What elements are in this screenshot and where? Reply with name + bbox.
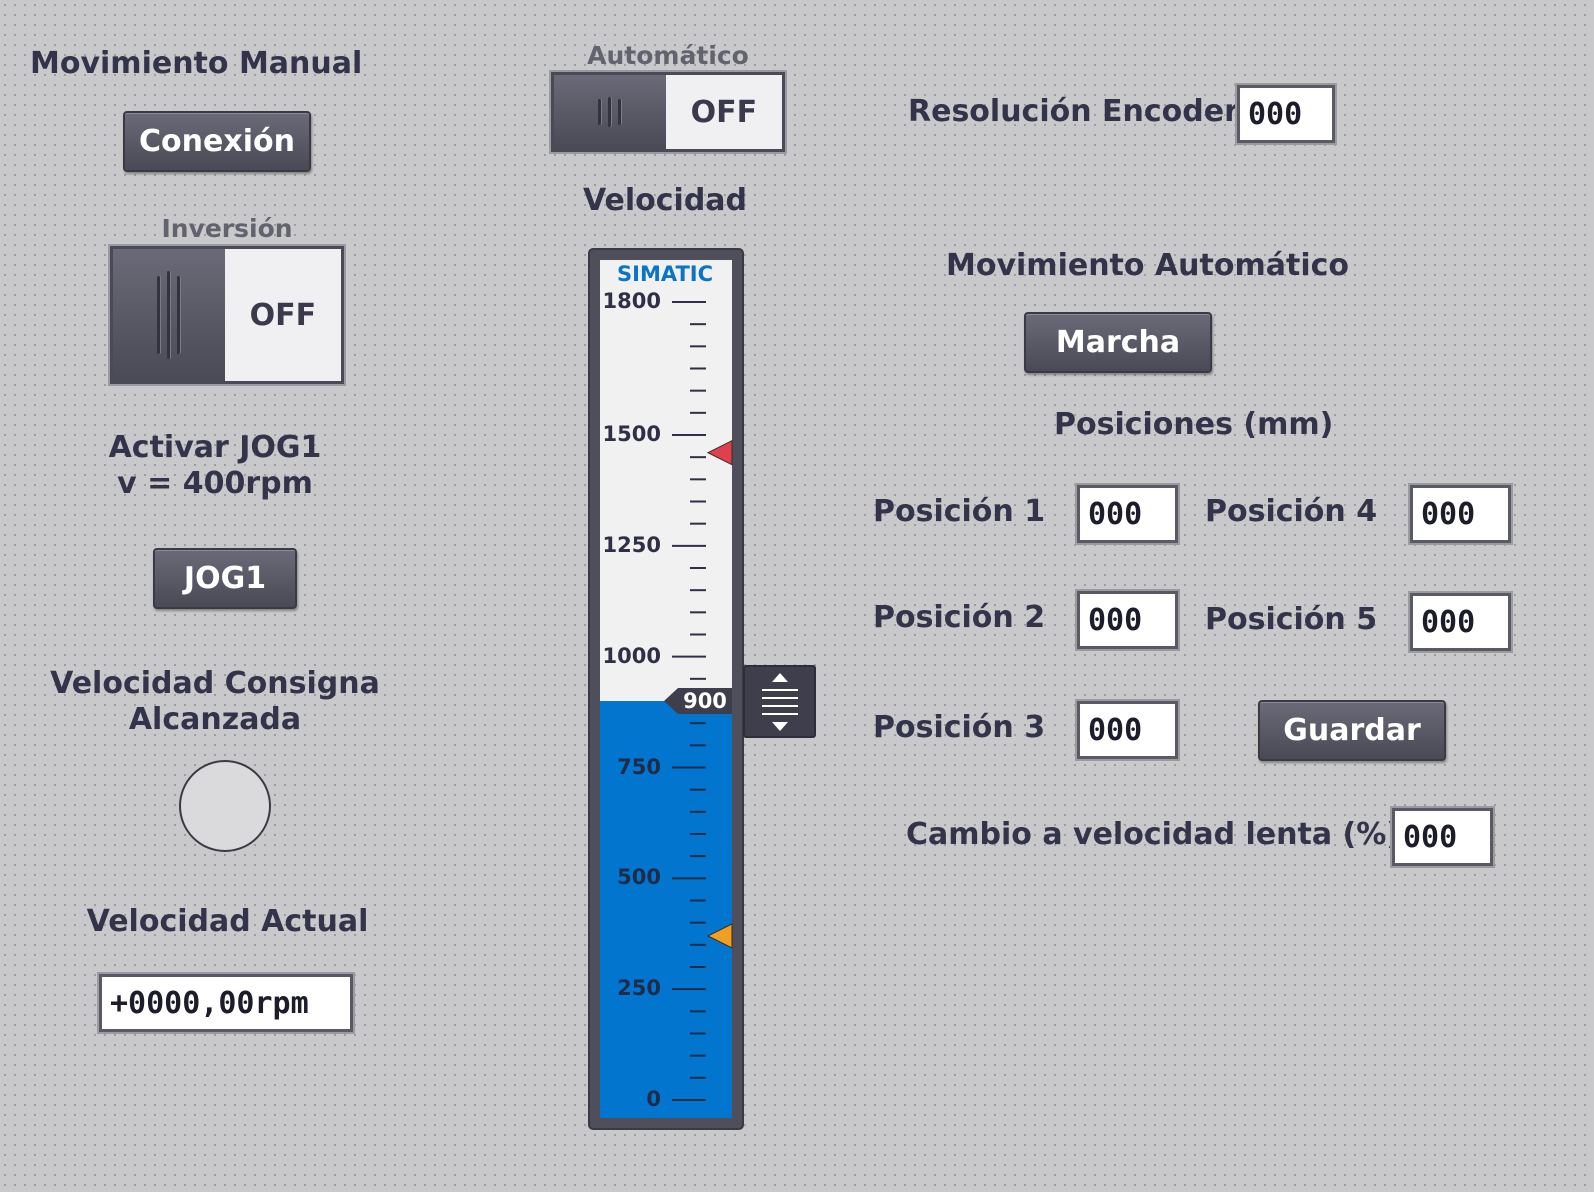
auto-switch[interactable]: OFF — [551, 72, 785, 152]
gauge-tick-label: 250 — [617, 976, 661, 1001]
position-5-label: Posición 5 — [1205, 602, 1378, 637]
position-3-field[interactable]: 000 — [1077, 701, 1178, 759]
position-2-field[interactable]: 000 — [1077, 591, 1178, 649]
jog-label-line2: v = 400rpm — [117, 466, 313, 501]
manual-title: Movimiento Manual — [30, 46, 363, 81]
encoder-label: Resolución Encoder — [908, 94, 1239, 129]
inversion-label: Inversión — [161, 214, 293, 243]
auto-switch-knob[interactable] — [554, 75, 666, 149]
gauge-tick-label: 1000 — [602, 643, 661, 668]
reached-label-line2: Alcanzada — [128, 702, 302, 737]
reached-label: Velocidad Consigna Alcanzada — [40, 666, 390, 738]
gauge-tick-label: 500 — [617, 865, 661, 890]
inversion-switch-knob[interactable] — [113, 249, 225, 381]
speed-reached-indicator — [179, 760, 271, 852]
jog-label: Activar JOG1 v = 400rpm — [60, 430, 370, 502]
inversion-switch-state: OFF — [249, 297, 317, 333]
position-2-label: Posición 2 — [873, 600, 1046, 635]
inversion-switch[interactable]: OFF — [110, 246, 344, 384]
actual-speed-label: Velocidad Actual — [86, 904, 369, 939]
auto-switch-state: OFF — [690, 94, 758, 130]
encoder-field[interactable]: 000 — [1237, 85, 1335, 143]
auto-title: Movimiento Automático — [946, 248, 1349, 283]
stepper-arrows-icon — [762, 673, 798, 731]
position-4-field[interactable]: 000 — [1410, 485, 1511, 543]
gauge-low-limit-marker — [706, 923, 733, 949]
jog1-button[interactable]: JOG1 — [153, 548, 297, 609]
position-1-field[interactable]: 000 — [1077, 485, 1178, 543]
run-button[interactable]: Marcha — [1024, 312, 1212, 373]
simatic-brand: SIMATIC — [617, 262, 714, 286]
gauge-value-label: 900 — [678, 688, 732, 714]
gauge-tick-label: 1500 — [602, 422, 661, 446]
save-button[interactable]: Guardar — [1258, 700, 1446, 761]
jog-label-line1: Activar JOG1 — [108, 430, 322, 465]
position-1-label: Posición 1 — [873, 494, 1046, 529]
gauge-tick-label: 750 — [617, 754, 661, 779]
gauge-high-limit-marker — [706, 439, 733, 466]
auto-label: Automático — [587, 41, 749, 70]
position-5-field[interactable]: 000 — [1410, 593, 1511, 651]
gauge-tick-label: 1800 — [602, 289, 661, 313]
gauge-tick-label: 0 — [646, 1087, 661, 1111]
position-3-label: Posición 3 — [873, 710, 1046, 745]
reached-label-line1: Velocidad Consigna — [50, 666, 380, 701]
actual-speed-field: +0000,00rpm — [99, 974, 353, 1032]
slow-speed-field[interactable]: 000 — [1392, 808, 1493, 866]
slow-speed-label: Cambio a velocidad lenta (%) — [906, 817, 1401, 852]
gauge-value-pointer — [664, 688, 678, 714]
speed-title: Velocidad — [582, 183, 748, 218]
gauge-tick-label: 1250 — [602, 532, 661, 557]
speed-stepper[interactable] — [743, 665, 816, 738]
positions-title: Posiciones (mm) — [1054, 407, 1334, 442]
connect-button[interactable]: Conexión — [123, 111, 311, 172]
position-4-label: Posición 4 — [1205, 494, 1378, 529]
speed-gauge-fill — [600, 701, 732, 1118]
